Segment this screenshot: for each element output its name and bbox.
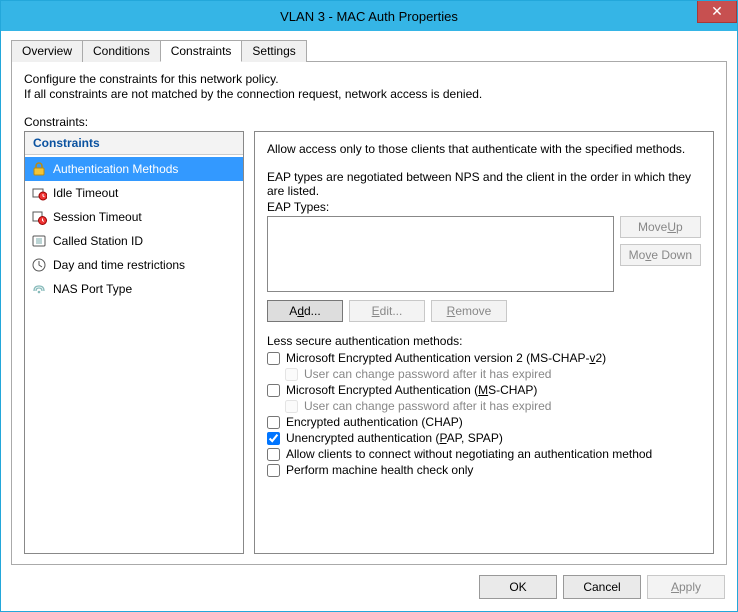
dialog-content: Overview Conditions Constraints Settings… xyxy=(1,31,737,565)
dialog-button-row: OK Cancel Apply xyxy=(1,565,737,611)
list-item-called-station[interactable]: Called Station ID xyxy=(25,229,243,253)
less-secure-section: Less secure authentication methods: Micr… xyxy=(267,334,701,479)
eap-move-buttons: Move Up Move Down xyxy=(620,216,701,292)
lock-icon xyxy=(31,161,47,177)
checkbox-machine-health[interactable]: Perform machine health check only xyxy=(267,463,701,477)
titlebar: VLAN 3 - MAC Auth Properties ✕ xyxy=(1,1,737,31)
tab-settings[interactable]: Settings xyxy=(241,40,306,62)
tab-constraints[interactable]: Constraints xyxy=(160,40,243,62)
eap-types-label: EAP Types: xyxy=(267,200,701,214)
ok-button[interactable]: OK xyxy=(479,575,557,599)
checkbox-pap-input[interactable] xyxy=(267,432,280,445)
eap-action-buttons: Add... Edit... Remove xyxy=(267,300,701,322)
window-title: VLAN 3 - MAC Auth Properties xyxy=(280,9,458,24)
dialog-window: VLAN 3 - MAC Auth Properties ✕ Overview … xyxy=(0,0,738,612)
checkbox-chap[interactable]: Encrypted authentication (CHAP) xyxy=(267,415,701,429)
cancel-button[interactable]: Cancel xyxy=(563,575,641,599)
constraints-header: Constraints xyxy=(25,132,243,155)
intro-line-1: Configure the constraints for this netwo… xyxy=(24,72,714,86)
station-icon xyxy=(31,233,47,249)
remove-button[interactable]: Remove xyxy=(431,300,507,322)
nas-icon xyxy=(31,281,47,297)
checkbox-mschap2[interactable]: Microsoft Encrypted Authentication versi… xyxy=(267,351,701,365)
intro-line-2: If all constraints are not matched by th… xyxy=(24,87,714,101)
checkbox-mschap2-expire: User can change password after it has ex… xyxy=(285,367,701,381)
add-button[interactable]: Add... xyxy=(267,300,343,322)
checkbox-allow-no-nego-input[interactable] xyxy=(267,448,280,461)
eap-types-listbox[interactable] xyxy=(267,216,614,292)
list-item-label: Authentication Methods xyxy=(53,162,178,176)
move-up-button[interactable]: Move Up xyxy=(620,216,701,238)
list-item-label: Called Station ID xyxy=(53,234,143,248)
checkbox-mschap2-input[interactable] xyxy=(267,352,280,365)
tab-conditions[interactable]: Conditions xyxy=(82,40,161,62)
list-item-session-timeout[interactable]: Session Timeout xyxy=(25,205,243,229)
clock-icon xyxy=(31,257,47,273)
constraints-list-pane: Constraints Authentication Methods xyxy=(24,131,244,554)
list-item-idle-timeout[interactable]: Idle Timeout xyxy=(25,181,243,205)
constraints-list: Authentication Methods Idle Timeout xyxy=(25,155,243,303)
tab-overview[interactable]: Overview xyxy=(11,40,83,62)
checkbox-machine-health-input[interactable] xyxy=(267,464,280,477)
list-item-label: Session Timeout xyxy=(53,210,142,224)
list-item-label: NAS Port Type xyxy=(53,282,132,296)
idle-icon xyxy=(31,185,47,201)
checkbox-chap-input[interactable] xyxy=(267,416,280,429)
list-item-label: Idle Timeout xyxy=(53,186,118,200)
list-item-label: Day and time restrictions xyxy=(53,258,185,272)
close-icon: ✕ xyxy=(711,3,723,20)
checkbox-allow-no-nego[interactable]: Allow clients to connect without negotia… xyxy=(267,447,701,461)
list-item-day-time[interactable]: Day and time restrictions xyxy=(25,253,243,277)
close-button[interactable]: ✕ xyxy=(697,1,737,23)
allow-text: Allow access only to those clients that … xyxy=(267,142,701,156)
edit-button[interactable]: Edit... xyxy=(349,300,425,322)
tab-strip: Overview Conditions Constraints Settings xyxy=(11,39,727,61)
constraints-label: Constraints: xyxy=(24,115,714,129)
checkbox-mschap-expire-input xyxy=(285,400,298,413)
panes: Constraints Authentication Methods xyxy=(24,131,714,554)
session-icon xyxy=(31,209,47,225)
list-item-auth-methods[interactable]: Authentication Methods xyxy=(25,157,243,181)
eap-negotiate-text: EAP types are negotiated between NPS and… xyxy=(267,170,701,198)
details-pane: Allow access only to those clients that … xyxy=(254,131,714,554)
eap-row: Move Up Move Down xyxy=(267,216,701,292)
checkbox-mschap-input[interactable] xyxy=(267,384,280,397)
apply-button[interactable]: Apply xyxy=(647,575,725,599)
checkbox-mschap2-expire-input xyxy=(285,368,298,381)
checkbox-mschap-expire: User can change password after it has ex… xyxy=(285,399,701,413)
list-item-nas-port[interactable]: NAS Port Type xyxy=(25,277,243,301)
move-down-button[interactable]: Move Down xyxy=(620,244,701,266)
tab-body: Configure the constraints for this netwo… xyxy=(11,61,727,565)
checkbox-pap[interactable]: Unencrypted authentication (PAP, SPAP) xyxy=(267,431,701,445)
less-secure-label: Less secure authentication methods: xyxy=(267,334,701,348)
checkbox-mschap[interactable]: Microsoft Encrypted Authentication (MS-C… xyxy=(267,383,701,397)
